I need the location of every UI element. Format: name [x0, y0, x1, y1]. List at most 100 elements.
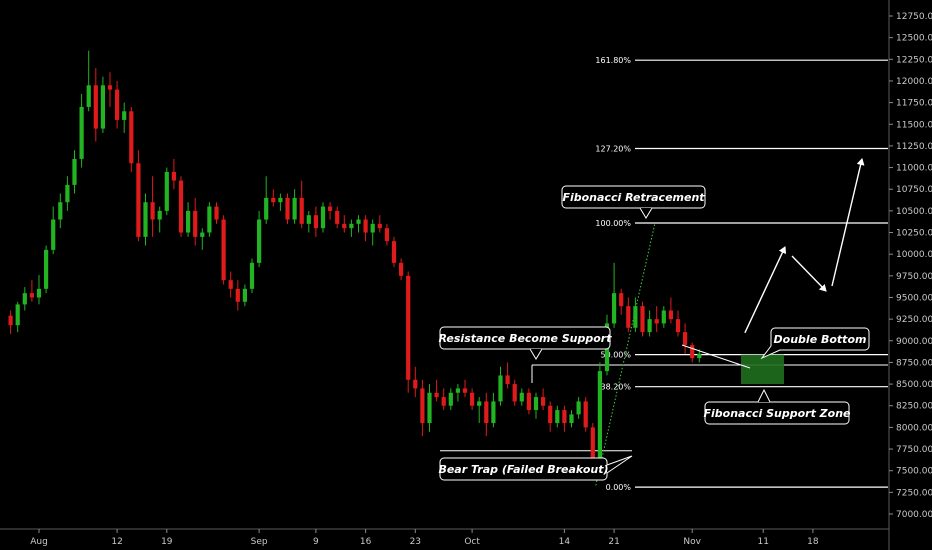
candle-body [462, 388, 468, 393]
candle-body [271, 197, 276, 203]
candle [143, 193, 148, 246]
price-tick-label: 10250.00 [896, 229, 932, 239]
candle-body [427, 392, 432, 424]
candle-body [193, 210, 198, 237]
resistance-support-callout: Resistance Become Support [439, 326, 613, 360]
candle [320, 202, 326, 233]
candle [654, 306, 659, 333]
fib-level-label: 50.00% [600, 351, 631, 360]
candle-body [448, 392, 453, 406]
candle [491, 392, 496, 428]
price-tick-label: 7500.00 [896, 467, 932, 477]
price-tick-label: 7750.00 [896, 445, 932, 455]
candle-body [36, 288, 42, 298]
candle [668, 297, 673, 324]
candle [235, 280, 240, 311]
price-tick-label: 10500.00 [896, 207, 932, 217]
candle [370, 219, 375, 246]
fib-trend-line [595, 222, 656, 486]
candle-body [264, 197, 269, 220]
price-tick-label: 7000.00 [896, 510, 932, 520]
candle-body [257, 219, 262, 263]
candle-body [633, 306, 638, 328]
candle-body [519, 392, 524, 402]
candle-body [583, 401, 588, 428]
candle [619, 288, 624, 315]
projection-up-2 [831, 158, 865, 287]
candle-body [477, 401, 482, 406]
candle [569, 410, 574, 428]
double-bottom-callout-tail [760, 345, 781, 360]
candle [129, 106, 134, 172]
candle-body [377, 223, 382, 229]
candle-body [505, 375, 510, 385]
candle [299, 180, 304, 229]
candle-body [661, 310, 666, 324]
candle-body [491, 401, 496, 424]
candle [186, 202, 191, 237]
candle [278, 193, 283, 211]
fib-support-zone-callout: Fibonacci Support Zone [703, 388, 851, 425]
candle-body [470, 392, 475, 406]
candle [107, 72, 113, 107]
time-tick-label: Aug [30, 537, 48, 547]
candle-body [100, 85, 105, 129]
candle [356, 215, 361, 233]
price-tick-label: 12500.00 [896, 34, 932, 44]
candle [65, 176, 70, 211]
candle-body [434, 392, 439, 398]
candle [548, 401, 553, 432]
double-bottom-callout-box [770, 327, 870, 351]
fib-retracement-callout-text: Fibonacci Retracement [562, 191, 705, 204]
fib-level-label: 127.20% [595, 145, 631, 154]
candle [8, 310, 13, 334]
candle-body [328, 206, 333, 211]
candle [647, 310, 652, 337]
resistance-support-callout-tail [529, 348, 543, 360]
fib-level-label: 100.00% [595, 219, 631, 228]
candle-body [122, 111, 127, 120]
candle [533, 392, 539, 419]
candle-body [342, 223, 347, 229]
support-zone [741, 354, 784, 385]
candle [697, 349, 702, 363]
candle-body [249, 262, 255, 289]
candle-body [58, 202, 63, 220]
candle-body [79, 106, 84, 159]
candle [335, 206, 340, 229]
candle [470, 388, 475, 411]
candle [207, 202, 212, 237]
candle-body [107, 85, 113, 90]
candle-body [136, 163, 141, 237]
candle [541, 388, 546, 411]
candle-body [44, 249, 49, 289]
candle-body [164, 171, 169, 211]
price-tick-label: 8000.00 [896, 423, 932, 433]
candle [413, 366, 418, 398]
candle [505, 362, 510, 389]
time-tick-label: 18 [807, 537, 819, 547]
fibonacci-levels: 161.80% 127.20% 100.00% 50.00% 38.20% 0.00% [440, 56, 888, 492]
candle [498, 366, 503, 406]
candle-body [569, 414, 574, 424]
candle-body [285, 197, 290, 220]
fib-support-zone-callout-text: Fibonacci Support Zone [703, 407, 851, 420]
pointer-line [681, 344, 751, 369]
candle [44, 245, 49, 294]
candle [79, 93, 84, 168]
candle [249, 258, 255, 294]
candle-body [221, 219, 226, 281]
candle-body [356, 219, 361, 224]
candle-body [562, 410, 567, 424]
price-tick-label: 11250.00 [896, 142, 932, 152]
price-tick-label: 9250.00 [896, 315, 932, 325]
candle-body [526, 392, 531, 411]
candle-body [143, 202, 148, 237]
candle [349, 219, 354, 237]
resistance-support-callout-text: Resistance Become Support [439, 332, 613, 345]
fib-retracement-callout-box [561, 185, 706, 209]
price-tick-label: 12750.00 [896, 12, 932, 22]
candle [427, 384, 432, 432]
time-tick-label: Oct [464, 537, 480, 547]
fib-support-zone-box [741, 354, 784, 385]
